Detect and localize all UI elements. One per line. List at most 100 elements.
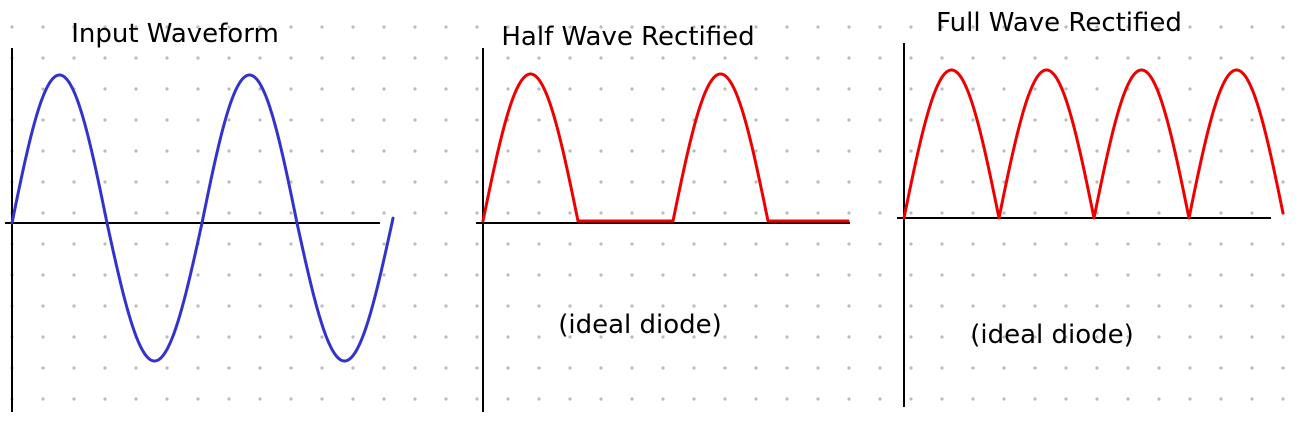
- panel-title-full-wave: Full Wave Rectified: [936, 8, 1182, 38]
- grid-dot: [1064, 56, 1068, 60]
- grid-dot: [506, 366, 510, 370]
- grid-dot: [72, 273, 76, 277]
- grid-dot: [351, 180, 355, 184]
- dot-grid-background: [10, 25, 1285, 401]
- grid-dot: [754, 149, 758, 153]
- grid-dot: [10, 25, 14, 29]
- grid-dot: [1219, 25, 1223, 29]
- grid-dot: [816, 180, 820, 184]
- grid-dot: [444, 149, 448, 153]
- grid-dot: [537, 273, 541, 277]
- grid-dot: [258, 180, 262, 184]
- grid-dot: [382, 118, 386, 122]
- grid-dot: [320, 397, 324, 401]
- grid-dot: [196, 87, 200, 91]
- grid-dot: [320, 335, 324, 339]
- grid-dot: [909, 87, 913, 91]
- grid-dot: [940, 242, 944, 246]
- grid-dot: [1095, 242, 1099, 246]
- grid-dot: [847, 242, 851, 246]
- grid-dot: [1250, 149, 1254, 153]
- grid-dot: [1095, 118, 1099, 122]
- grid-dot: [723, 56, 727, 60]
- grid-dot: [661, 211, 665, 215]
- grid-dot: [506, 25, 510, 29]
- grid-dot: [134, 366, 138, 370]
- grid-dot: [506, 87, 510, 91]
- grid-dot: [599, 149, 603, 153]
- grid-dot: [134, 56, 138, 60]
- grid-dot: [1219, 304, 1223, 308]
- grid-dot: [320, 242, 324, 246]
- grid-dot: [1002, 211, 1006, 215]
- grid-dot: [940, 366, 944, 370]
- grid-dot: [258, 149, 262, 153]
- grid-dot: [1064, 273, 1068, 277]
- grid-dot: [1188, 118, 1192, 122]
- grid-dot: [909, 366, 913, 370]
- full-wave-rectified-wave: [902, 68, 1285, 220]
- grid-dot: [816, 304, 820, 308]
- grid-dot: [382, 242, 386, 246]
- grid-dot: [630, 87, 634, 91]
- grid-dot: [661, 242, 665, 246]
- grid-dot: [661, 180, 665, 184]
- grid-dot: [382, 180, 386, 184]
- grid-dot: [1095, 56, 1099, 60]
- grid-dot: [1002, 304, 1006, 308]
- grid-dot: [1033, 273, 1037, 277]
- grid-dot: [196, 397, 200, 401]
- grid-dot: [1126, 149, 1130, 153]
- grid-dot: [103, 25, 107, 29]
- grid-dot: [1126, 211, 1130, 215]
- grid-dot: [258, 118, 262, 122]
- grid-dot: [258, 304, 262, 308]
- grid-dot: [878, 56, 882, 60]
- grid-dot: [413, 397, 417, 401]
- grid-dot: [971, 87, 975, 91]
- grid-dot: [165, 397, 169, 401]
- grid-dot: [1157, 242, 1161, 246]
- grid-dot: [1064, 242, 1068, 246]
- grid-dot: [878, 273, 882, 277]
- grid-dot: [1157, 335, 1161, 339]
- grid-dot: [1157, 118, 1161, 122]
- grid-dot: [847, 56, 851, 60]
- grid-dot: [599, 242, 603, 246]
- grid-dot: [289, 87, 293, 91]
- grid-dot: [630, 118, 634, 122]
- grid-dot: [258, 366, 262, 370]
- grid-dot: [320, 211, 324, 215]
- grid-dot: [568, 273, 572, 277]
- grid-dot: [1219, 366, 1223, 370]
- grid-dot: [444, 273, 448, 277]
- grid-dot: [661, 87, 665, 91]
- grid-dot: [103, 242, 107, 246]
- grid-dot: [754, 304, 758, 308]
- grid-dot: [537, 87, 541, 91]
- grid-dot: [1033, 211, 1037, 215]
- grid-dot: [413, 273, 417, 277]
- grid-dot: [878, 304, 882, 308]
- grid-dot: [134, 180, 138, 184]
- grid-dot: [1064, 211, 1068, 215]
- grid-dot: [878, 118, 882, 122]
- grid-dot: [785, 273, 789, 277]
- grid-dot: [816, 87, 820, 91]
- grid-dot: [599, 273, 603, 277]
- grid-dot: [382, 397, 386, 401]
- grid-dot: [1188, 87, 1192, 91]
- grid-dot: [754, 211, 758, 215]
- grid-dot: [41, 180, 45, 184]
- grid-dot: [1188, 335, 1192, 339]
- grid-dot: [475, 56, 479, 60]
- grid-dot: [847, 180, 851, 184]
- grid-dot: [134, 118, 138, 122]
- grid-dot: [103, 335, 107, 339]
- grid-dot: [878, 335, 882, 339]
- grid-dot: [506, 56, 510, 60]
- grid-dot: [940, 397, 944, 401]
- grid-dot: [1281, 180, 1285, 184]
- grid-dot: [909, 25, 913, 29]
- grid-dot: [134, 242, 138, 246]
